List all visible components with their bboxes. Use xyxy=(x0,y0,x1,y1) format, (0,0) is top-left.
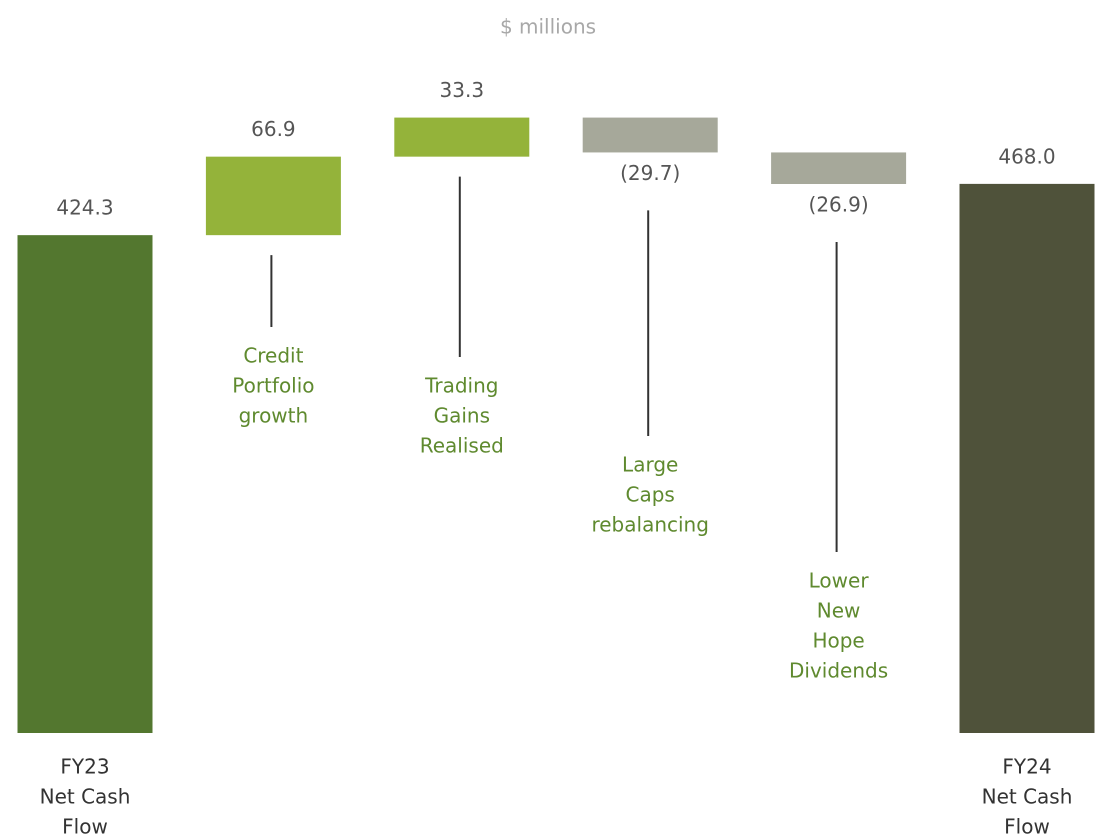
value-label: 468.0 xyxy=(998,144,1055,168)
category-label: Net Cash xyxy=(982,785,1073,809)
category-label: Trading xyxy=(424,374,498,398)
bar xyxy=(394,117,530,157)
bar xyxy=(205,156,341,236)
category-label: Lower xyxy=(809,569,870,593)
value-label: 33.3 xyxy=(440,78,485,102)
category-label: Gains xyxy=(434,404,490,428)
category-label: Dividends xyxy=(789,659,888,683)
category-label: Credit xyxy=(243,344,303,368)
bar xyxy=(771,152,907,184)
category-label: Realised xyxy=(420,434,504,458)
category-label: Large xyxy=(622,453,678,477)
category-label: Flow xyxy=(62,815,108,839)
chart-subtitle: $ millions xyxy=(500,15,596,39)
category-label: Hope xyxy=(812,629,864,653)
category-label: New xyxy=(817,599,861,623)
category-label: FY23 xyxy=(60,755,109,779)
category-label: growth xyxy=(239,404,309,428)
category-label: FY24 xyxy=(1002,755,1051,779)
category-label: rebalancing xyxy=(591,513,708,537)
value-label: 424.3 xyxy=(56,196,113,220)
bar xyxy=(17,235,153,733)
category-label: Portfolio xyxy=(232,374,314,398)
category-label: Flow xyxy=(1004,815,1050,839)
value-label: (26.9) xyxy=(809,192,869,216)
value-label: (29.7) xyxy=(620,161,680,185)
bar xyxy=(959,183,1095,733)
category-label: Net Cash xyxy=(40,785,131,809)
value-label: 66.9 xyxy=(251,117,296,141)
bar xyxy=(582,117,718,153)
category-label: Caps xyxy=(626,483,675,507)
